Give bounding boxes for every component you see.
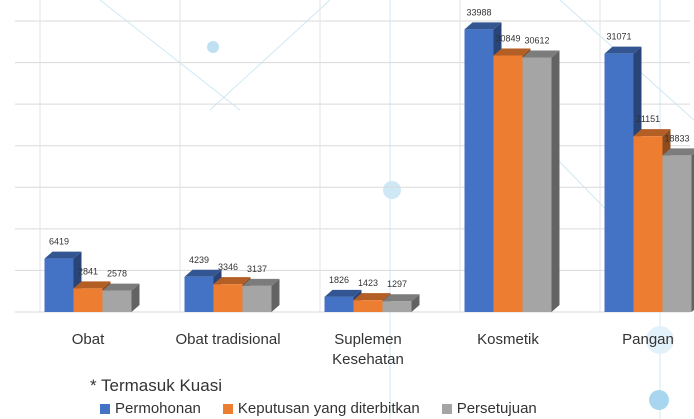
legend-swatch: [223, 404, 233, 414]
bar-front: [185, 277, 214, 312]
value-label: 30849: [495, 34, 520, 44]
value-label: 2578: [107, 269, 127, 279]
value-label: 6419: [49, 237, 69, 247]
bar-front: [243, 286, 272, 312]
value-label: 33988: [466, 7, 491, 17]
value-label: 4239: [189, 255, 209, 265]
value-label: 18833: [664, 133, 689, 143]
legend-label: Permohonan: [115, 400, 201, 417]
bar: [103, 284, 140, 312]
legend-item: Keputusan yang diterbitkan: [223, 400, 420, 417]
category-label: Kosmetik: [453, 330, 563, 350]
bar-front: [465, 29, 494, 312]
category-label: Suplemen Kesehatan: [313, 330, 423, 370]
value-label: 30612: [524, 35, 549, 45]
legend-label: Keputusan yang diterbitkan: [238, 400, 420, 417]
chart: 6419 2841 2578 4239 3346 3137 1826 1423 1297 3398…: [0, 0, 694, 419]
bar-front: [383, 301, 412, 312]
legend: Permohonan Keputusan yang diterbitkan Pers…: [100, 400, 537, 417]
category-label: Obat: [33, 330, 143, 350]
bar-front: [494, 56, 523, 312]
legend-swatch: [100, 404, 110, 414]
bar-front: [634, 136, 663, 312]
bar-front: [103, 291, 132, 312]
bars: 6419 2841 2578 4239 3346 3137 1826 1423 1297 3398…: [45, 7, 694, 312]
legend-item: Permohonan: [100, 400, 201, 417]
category-label: Obat tradisional: [173, 330, 283, 350]
bar-front: [354, 300, 383, 312]
value-label: 3346: [218, 262, 238, 272]
legend-swatch: [442, 404, 452, 414]
value-label: 1826: [329, 275, 349, 285]
bar: [523, 50, 560, 312]
bar-side: [552, 50, 560, 312]
value-label: 31071: [606, 32, 631, 42]
value-label: 3137: [247, 264, 267, 274]
grid: [15, 0, 694, 312]
bar-front: [523, 57, 552, 312]
value-label: 21151: [636, 114, 660, 124]
footnote: * Termasuk Kuasi: [90, 376, 222, 396]
bar: [243, 279, 280, 312]
value-label: 1423: [358, 278, 378, 288]
value-label: 2841: [78, 266, 98, 276]
bar: [663, 148, 694, 312]
category-label: Pangan: [593, 330, 694, 350]
bar-front: [214, 284, 243, 312]
legend-label: Persetujuan: [457, 400, 537, 417]
value-label: 1297: [387, 279, 407, 289]
bar-front: [605, 54, 634, 312]
bar-front: [663, 155, 692, 312]
legend-item: Persetujuan: [442, 400, 537, 417]
bar-front: [74, 288, 103, 312]
bar: [383, 294, 420, 312]
bar-front: [45, 259, 74, 312]
bar-front: [325, 297, 354, 312]
